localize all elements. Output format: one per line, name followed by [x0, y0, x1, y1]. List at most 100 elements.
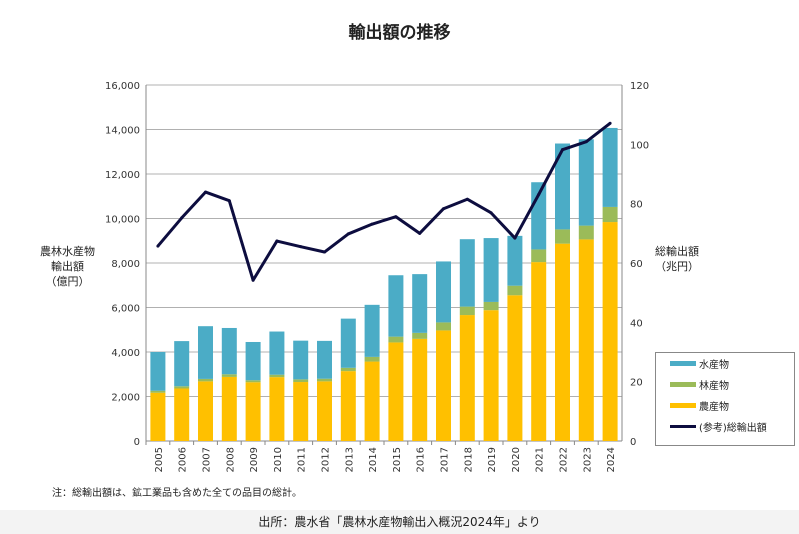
legend-label: 農産物 — [699, 402, 729, 413]
total-exports-point — [418, 231, 422, 235]
bar-林産物 — [340, 367, 356, 372]
legend-item-forestry: 林産物 — [656, 374, 794, 395]
bar-農産物 — [483, 310, 499, 441]
total-exports-point — [275, 239, 279, 243]
legend: 水産物 林産物 農産物 (参考)総輸出額 — [655, 352, 795, 446]
total-exports-point — [608, 121, 612, 125]
bar-農産物 — [364, 361, 380, 441]
bar-農産物 — [531, 262, 547, 441]
total-exports-point — [251, 278, 255, 282]
y-tick-label-right: 0 — [630, 437, 636, 448]
legend-swatch — [670, 403, 696, 408]
bar-水産物 — [483, 238, 499, 302]
bar-農産物 — [293, 382, 309, 441]
total-exports-point — [227, 199, 231, 203]
bar-水産物 — [578, 139, 594, 226]
x-tick-label: 2010 — [273, 447, 284, 472]
bar-水産物 — [198, 326, 213, 379]
total-exports-point — [180, 216, 184, 220]
total-exports-point — [346, 232, 350, 236]
bar-農産物 — [412, 338, 428, 441]
y-tick-label-left: 8,000 — [111, 259, 140, 270]
total-exports-point — [323, 250, 326, 254]
x-tick-label: 2005 — [154, 447, 165, 472]
bar-水産物 — [602, 127, 618, 207]
bar-農産物 — [459, 315, 475, 441]
bar-林産物 — [150, 390, 166, 393]
bar-林産物 — [245, 380, 261, 383]
x-tick-label: 2020 — [511, 447, 522, 472]
bar-林産物 — [507, 285, 523, 296]
bar-農産物 — [340, 371, 356, 441]
total-exports-point — [156, 244, 160, 248]
legend-swatch — [670, 425, 696, 428]
legend-swatch — [670, 361, 696, 366]
total-exports-point — [442, 207, 445, 211]
legend-item-fishery: 水産物 — [656, 353, 794, 374]
bar-水産物 — [412, 274, 428, 333]
bar-水産物 — [293, 340, 309, 380]
bar-農産物 — [436, 330, 451, 441]
bar-水産物 — [150, 352, 166, 391]
y-tick-label-right: 40 — [630, 318, 643, 329]
bar-水産物 — [507, 235, 523, 286]
legend-item-total: (参考)総輸出額 — [656, 416, 794, 437]
bar-農産物 — [507, 295, 523, 441]
bar-農産物 — [245, 382, 261, 441]
bar-水産物 — [364, 304, 380, 357]
x-tick-label: 2017 — [440, 447, 451, 472]
bar-水産物 — [436, 261, 451, 323]
total-exports-point — [584, 140, 588, 144]
y-tick-label-left: 12,000 — [105, 170, 140, 181]
y-tick-label-left: 16,000 — [105, 81, 140, 92]
legend-swatch — [670, 382, 696, 387]
right-axis-label-line: 総輸出額 — [655, 245, 699, 258]
bar-林産物 — [174, 386, 190, 389]
bar-農産物 — [388, 342, 404, 441]
legend-label: (参考)総輸出額 — [699, 423, 767, 434]
bar-林産物 — [531, 249, 547, 263]
x-tick-label: 2019 — [487, 447, 498, 472]
total-exports-point — [489, 211, 493, 215]
y-tick-label-left: 14,000 — [105, 126, 140, 137]
bar-水産物 — [221, 327, 237, 375]
total-exports-point — [465, 197, 469, 201]
bar-林産物 — [602, 206, 618, 223]
bar-林産物 — [459, 306, 475, 316]
x-tick-label: 2012 — [321, 447, 332, 472]
bar-水産物 — [388, 275, 404, 337]
total-exports-point — [204, 190, 207, 194]
bar-水産物 — [269, 331, 285, 375]
bar-林産物 — [317, 378, 332, 382]
bar-林産物 — [388, 336, 404, 343]
y-tick-label-left: 2,000 — [111, 393, 140, 404]
x-tick-label: 2022 — [559, 447, 570, 472]
x-tick-label: 2014 — [368, 447, 379, 472]
bar-林産物 — [436, 322, 451, 331]
x-tick-label: 2013 — [344, 447, 355, 472]
bar-水産物 — [555, 143, 570, 230]
bar-農産物 — [221, 376, 237, 441]
legend-item-agriculture: 農産物 — [656, 395, 794, 416]
bar-農産物 — [555, 243, 570, 441]
bar-林産物 — [269, 374, 285, 378]
total-exports-point — [299, 245, 303, 249]
x-tick-label: 2009 — [249, 447, 260, 472]
bar-水産物 — [317, 340, 332, 379]
left-axis-label: 農林水産物 輸出額 （億円） — [40, 244, 95, 289]
x-tick-label: 2007 — [202, 447, 213, 472]
bar-農産物 — [174, 388, 190, 441]
bar-水産物 — [340, 318, 356, 368]
total-exports-point — [537, 192, 541, 196]
bar-林産物 — [578, 225, 594, 240]
right-axis-label-line: （兆円） — [655, 260, 699, 273]
bar-農産物 — [602, 222, 618, 441]
bar-林産物 — [198, 378, 213, 382]
x-tick-label: 2024 — [606, 447, 617, 472]
y-tick-label-left: 6,000 — [111, 304, 140, 315]
bar-水産物 — [245, 341, 261, 381]
x-tick-label: 2006 — [178, 447, 189, 472]
left-axis-label-line: 輸出額 — [51, 260, 84, 273]
x-tick-label: 2011 — [297, 447, 308, 472]
bar-水産物 — [174, 341, 190, 387]
